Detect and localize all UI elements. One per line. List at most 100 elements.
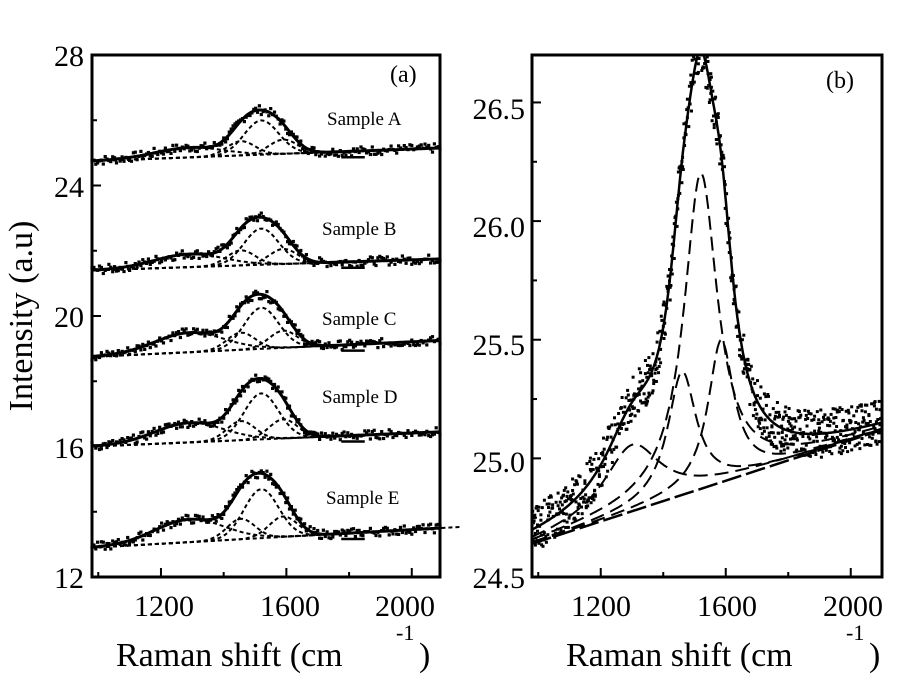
data-point: [145, 437, 149, 441]
data-point: [564, 512, 568, 516]
data-point: [131, 151, 135, 155]
data-point: [161, 341, 166, 345]
data-point: [689, 81, 693, 85]
data-point: [128, 268, 132, 272]
data-point: [641, 379, 645, 383]
data-point: [129, 539, 134, 543]
data-point: [363, 261, 367, 265]
data-point: [755, 412, 759, 416]
data-point: [139, 530, 143, 534]
data-point: [342, 430, 346, 434]
data-point: [372, 152, 376, 156]
fit-component-line: [532, 427, 882, 538]
data-point: [762, 392, 766, 396]
data-point: [141, 156, 145, 160]
data-point: [859, 403, 863, 407]
data-point: [374, 152, 378, 156]
data-point: [214, 519, 218, 523]
data-point: [657, 357, 661, 361]
data-point: [346, 431, 350, 435]
data-point: [265, 290, 269, 294]
data-point: [280, 390, 284, 394]
data-point: [203, 334, 207, 338]
data-point: [109, 354, 113, 358]
data-point: [774, 410, 778, 414]
data-point: [786, 427, 790, 431]
data-point: [839, 433, 843, 436]
data-point: [610, 423, 614, 427]
data-point: [255, 380, 260, 384]
data-point: [593, 489, 597, 493]
data-point: [714, 138, 718, 141]
panel-a-plot-area: [90, 104, 463, 551]
data-point: [413, 343, 418, 348]
data-point: [348, 529, 352, 533]
data-point: [736, 334, 740, 338]
data-point: [278, 122, 282, 126]
data-point: [237, 230, 241, 235]
data-point: [698, 40, 701, 43]
data-point: [143, 533, 147, 538]
data-point: [216, 513, 220, 517]
data-point: [308, 525, 312, 529]
data-point: [263, 375, 267, 379]
data-point: [128, 436, 132, 441]
data-point: [646, 399, 649, 403]
data-point: [303, 430, 307, 435]
data-point: [239, 118, 243, 122]
data-point: [812, 439, 816, 443]
data-point: [265, 469, 269, 473]
data-point: [827, 418, 831, 421]
data-point: [111, 155, 115, 159]
data-point: [536, 509, 540, 513]
data-point: [195, 327, 199, 331]
data-point: [319, 536, 324, 540]
data-point: [675, 224, 679, 228]
data-point: [696, 37, 699, 40]
data-point: [368, 526, 372, 530]
data-point: [787, 407, 791, 410]
data-point: [417, 262, 421, 266]
data-point: [368, 437, 372, 441]
data-point: [351, 436, 356, 440]
data-point: [203, 141, 207, 145]
data-point: [173, 523, 177, 527]
data-point: [547, 495, 551, 499]
data-point: [173, 421, 177, 426]
data-point: [124, 440, 128, 444]
data-point: [845, 423, 849, 427]
data-point: [727, 216, 731, 220]
data-point: [272, 110, 277, 114]
data-point: [874, 439, 878, 443]
data-point: [146, 257, 150, 261]
data-point: [97, 355, 102, 360]
data-point: [841, 449, 845, 453]
data-point: [858, 447, 862, 451]
data-point: [94, 358, 98, 362]
data-point: [272, 382, 277, 387]
data-point: [363, 429, 367, 433]
data-point: [718, 162, 722, 166]
data-point: [220, 516, 224, 520]
data-point: [212, 516, 216, 520]
data-point: [599, 465, 603, 469]
data-point: [195, 149, 199, 154]
data-point: [601, 453, 605, 457]
data-point: [146, 340, 150, 344]
data-point: [627, 399, 631, 402]
data-point: [547, 506, 550, 509]
data-point: [203, 419, 207, 423]
panel-b: (b) 26.5 26.0 25.5 25.0 24.5 1200 1600 2…: [473, 37, 884, 674]
data-point: [278, 308, 282, 312]
data-point: [272, 299, 277, 303]
data-point: [158, 425, 162, 429]
data-point: [96, 268, 100, 272]
data-point: [141, 538, 145, 542]
data-point: [336, 154, 340, 158]
data-point: [199, 144, 203, 148]
data-point: [637, 387, 641, 391]
data-point: [852, 414, 856, 418]
data-point: [99, 265, 103, 270]
data-point: [721, 154, 725, 158]
data-point: [708, 98, 712, 102]
